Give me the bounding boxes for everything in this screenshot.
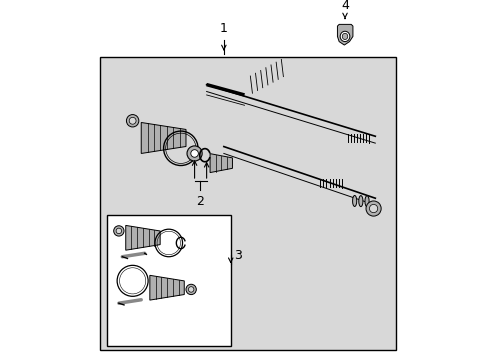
Text: 2: 2 [196,195,204,208]
Text: 3: 3 [234,248,242,261]
Circle shape [188,287,194,292]
Ellipse shape [364,196,368,207]
Polygon shape [210,154,232,172]
Polygon shape [149,275,184,300]
Circle shape [186,146,202,161]
Polygon shape [141,122,185,153]
Text: 1: 1 [220,22,227,35]
Bar [106,215,230,346]
Polygon shape [125,225,160,250]
Circle shape [185,284,196,294]
Circle shape [116,228,122,234]
Polygon shape [337,24,352,45]
Circle shape [129,117,136,124]
Circle shape [114,226,124,236]
Ellipse shape [358,195,362,207]
Ellipse shape [342,33,347,40]
Text: 4: 4 [340,0,348,12]
Ellipse shape [352,195,356,207]
Circle shape [126,114,139,127]
Circle shape [365,201,380,216]
Ellipse shape [340,31,349,42]
Bar [100,57,395,350]
Circle shape [190,150,198,157]
Circle shape [369,204,377,213]
